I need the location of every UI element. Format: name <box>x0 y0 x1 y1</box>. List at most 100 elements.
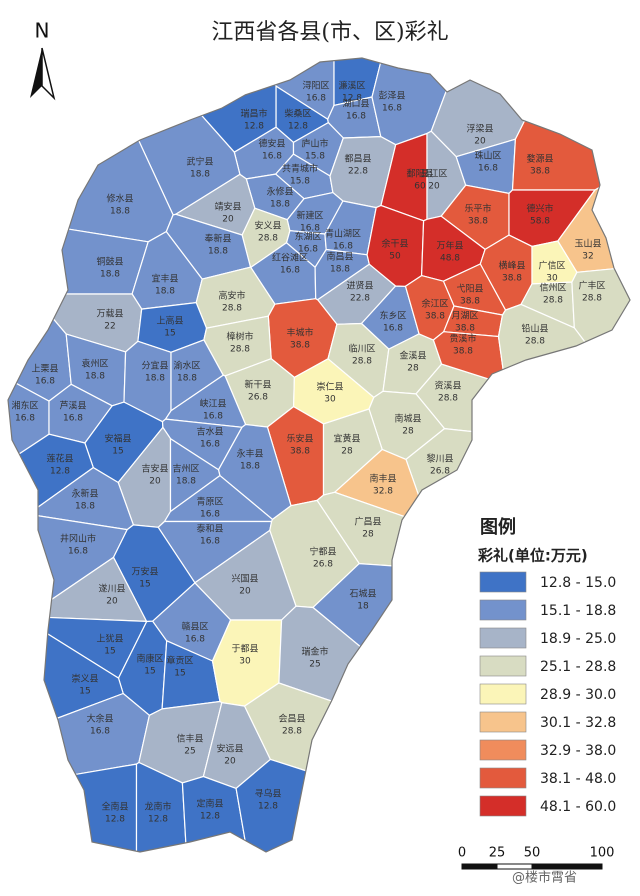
county-value: 18.8 <box>208 247 228 257</box>
province-outline <box>7 57 631 853</box>
county-value: 60 <box>414 182 426 192</box>
county-name: 信丰县 <box>176 733 203 745</box>
legend-label: 32.9 - 38.0 <box>540 743 616 759</box>
county-value: 18.8 <box>155 287 175 297</box>
county-name: 会昌县 <box>278 713 305 725</box>
county-name: 吉水县 <box>196 426 223 438</box>
county-value: 26.8 <box>313 560 333 570</box>
county-name: 湖口县 <box>342 99 369 110</box>
county-value: 16.8 <box>383 324 403 334</box>
county-value: 38.8 <box>453 347 473 357</box>
county-value: 12.8 <box>342 94 362 104</box>
county-name: 奉新县 <box>204 233 231 245</box>
county-name: 临川区 <box>348 343 375 355</box>
county-name: 南康区 <box>136 653 163 665</box>
county-value: 38.8 <box>290 341 310 351</box>
county-name: 庐山市 <box>301 138 328 150</box>
county-value: 20 <box>239 587 251 597</box>
county-value: 18 <box>357 602 369 612</box>
county-name: 昌江区 <box>420 169 447 180</box>
legend-swatch <box>479 571 527 593</box>
county-value: 20 <box>106 597 118 607</box>
county-value: 18.8 <box>75 502 95 512</box>
county-name: 大余县 <box>86 713 113 725</box>
county-value: 28 <box>362 530 374 540</box>
county-name: 安福县 <box>104 433 131 445</box>
county-name: 弋阳县 <box>456 283 483 295</box>
county-name: 上高县 <box>156 315 183 327</box>
county-name: 分宜县 <box>141 360 168 372</box>
county-value: 16.8 <box>200 537 220 547</box>
county-name: 吉州区 <box>172 464 199 475</box>
county-name: 万载县 <box>96 308 123 320</box>
county-name: 珠山区 <box>474 150 501 162</box>
county-value: 26.8 <box>248 393 268 403</box>
county-value: 12.8 <box>148 815 168 825</box>
county-name: 南丰县 <box>369 473 396 485</box>
county-value: 15 <box>144 667 155 677</box>
county-name: 乐安县 <box>286 433 313 445</box>
county-value: 22.8 <box>350 294 370 304</box>
legend-swatch <box>479 739 527 761</box>
county-name: 永丰县 <box>236 448 263 460</box>
county-value: 15 <box>79 687 90 697</box>
county-value: 38.8 <box>455 324 475 334</box>
county-value: 18.8 <box>176 477 196 487</box>
county-name: 广信区 <box>538 260 565 272</box>
county-name: 泰和县 <box>196 523 223 535</box>
legend-label: 25.1 - 28.8 <box>540 659 616 675</box>
county-name: 寻乌县 <box>254 788 281 800</box>
county-value: 16.8 <box>200 440 220 450</box>
county-name: 东湖区 <box>294 231 321 243</box>
legend-label: 12.8 - 15.0 <box>540 575 616 591</box>
county-name: 青山湖区 <box>325 228 361 240</box>
county-name: 瑞昌市 <box>240 108 267 120</box>
legend-label: 38.1 - 48.0 <box>540 771 616 787</box>
county-value: 18.8 <box>110 207 130 217</box>
county-value: 26.8 <box>430 467 450 477</box>
county-name: 高安市 <box>218 290 245 302</box>
county-value: 18.8 <box>190 170 210 180</box>
county-name: 上犹县 <box>96 634 123 645</box>
county-name: 安远县 <box>216 743 243 755</box>
county-name: 濂溪区 <box>338 80 365 92</box>
county-value: 16.8 <box>382 104 402 114</box>
county-value: 15.8 <box>290 177 310 187</box>
county-value: 12.8 <box>105 815 125 825</box>
county-value: 15 <box>139 580 150 590</box>
county-name: 莲花县 <box>46 453 73 465</box>
county-name: 樟树市 <box>226 331 253 343</box>
county-name: 井冈山市 <box>60 533 96 545</box>
scale-segment <box>496 863 533 870</box>
county-value: 38.8 <box>502 274 522 284</box>
county-value: 16.8 <box>203 412 223 422</box>
county-value: 32.8 <box>373 487 393 497</box>
legend-label: 28.9 - 30.0 <box>540 687 616 703</box>
county-name: 德兴市 <box>526 203 553 215</box>
county-name: 贵溪市 <box>449 333 476 345</box>
county-name: 月湖区 <box>451 311 478 322</box>
county-name: 都昌县 <box>344 154 371 165</box>
county-name: 永修县 <box>266 186 293 198</box>
county-value: 12.8 <box>50 467 70 477</box>
county-name: 赣县区 <box>181 621 208 633</box>
county-value: 28.8 <box>543 296 563 306</box>
county-name: 修水县 <box>106 193 133 205</box>
legend-swatch <box>479 767 527 789</box>
county-value: 28 <box>341 447 353 457</box>
legend-swatch <box>479 711 527 733</box>
county-value: 16.8 <box>185 635 205 645</box>
county-name: 彭泽县 <box>378 90 405 102</box>
county-value: 16.8 <box>298 245 318 255</box>
county-value: 38.8 <box>460 297 480 307</box>
county-name: 鄱阳县 <box>406 169 433 180</box>
county-name: 章贡区 <box>166 655 193 667</box>
north-arrow-right <box>41 47 56 101</box>
county-value: 16.8 <box>200 510 220 520</box>
county-name: 石城县 <box>349 589 376 600</box>
county-value: 20 <box>224 757 236 767</box>
county-value: 28.8 <box>582 294 602 304</box>
county-value: 38.8 <box>290 447 310 457</box>
county-value: 16.8 <box>262 152 282 162</box>
county-value: 25 <box>309 660 320 670</box>
